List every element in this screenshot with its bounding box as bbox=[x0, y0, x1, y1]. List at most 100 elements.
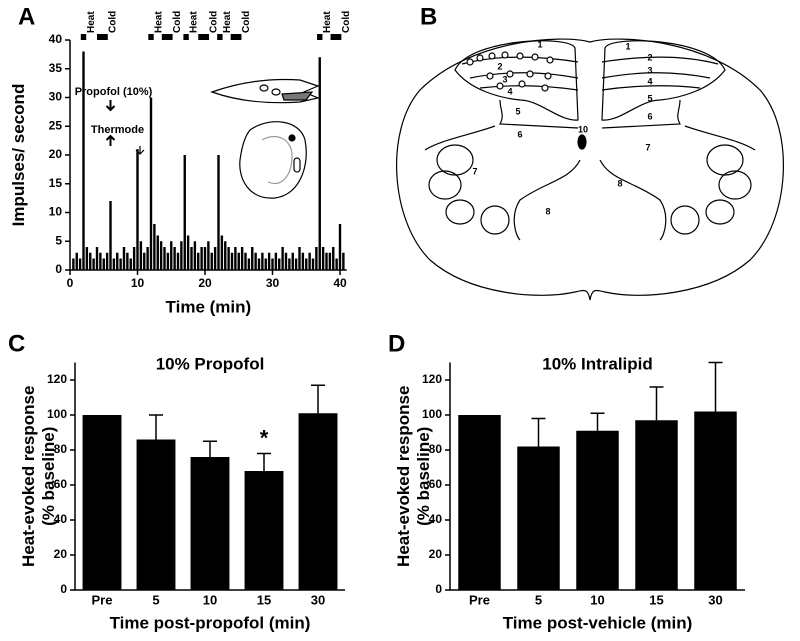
spike-bar bbox=[240, 247, 244, 270]
spike-bar bbox=[301, 252, 305, 270]
bar bbox=[298, 413, 338, 590]
spike-bar bbox=[224, 241, 227, 270]
spike-bar bbox=[298, 247, 301, 270]
y-axis-label: Heat-evoked response(% baseline) bbox=[19, 386, 58, 567]
lamina-label: 6 bbox=[647, 111, 652, 121]
lamina-label: 3 bbox=[647, 65, 652, 75]
spike-bar bbox=[321, 247, 325, 270]
x-tick-label: 40 bbox=[333, 276, 347, 290]
stimulus-bar bbox=[317, 34, 323, 40]
arrow bbox=[105, 100, 116, 112]
x-tick-label: 10 bbox=[203, 592, 217, 607]
stimulus-bar bbox=[97, 34, 108, 40]
lamina-label: 1 bbox=[625, 41, 630, 51]
spike-bar bbox=[200, 247, 203, 270]
spike-bar bbox=[210, 252, 213, 270]
spike-bar bbox=[261, 252, 264, 270]
spike-bar bbox=[338, 224, 342, 270]
spike-bar bbox=[183, 155, 186, 270]
x-tick-label: 5 bbox=[535, 592, 542, 607]
spike-bar bbox=[247, 258, 251, 270]
spike-bar bbox=[75, 252, 78, 270]
stimulus-label: Heat bbox=[222, 11, 233, 33]
y-tick-label: 60 bbox=[429, 477, 443, 491]
spike-bar bbox=[274, 252, 278, 270]
y-tick-label: 25 bbox=[49, 118, 63, 132]
y-tick-label: 80 bbox=[54, 442, 68, 456]
stimulus-label: Cold bbox=[341, 11, 352, 33]
stimulus-label: Cold bbox=[107, 11, 118, 33]
stimulus-label: Heat bbox=[153, 11, 164, 33]
y-axis-label: Heat-evoked response(% baseline) bbox=[394, 386, 433, 567]
spike-bar bbox=[328, 252, 332, 270]
y-tick-label: 60 bbox=[54, 477, 68, 491]
spike-bar bbox=[325, 252, 328, 270]
bar bbox=[576, 430, 619, 590]
error-bar bbox=[531, 417, 546, 447]
stimulus-bar bbox=[330, 34, 342, 40]
spike-bar bbox=[176, 252, 180, 270]
y-tick-label: 40 bbox=[49, 32, 63, 46]
bar bbox=[694, 411, 737, 590]
spike-bar bbox=[217, 155, 220, 270]
spike-bar bbox=[244, 252, 247, 270]
spike-bar bbox=[207, 241, 210, 270]
spike-bar bbox=[251, 247, 254, 270]
spike-bar bbox=[227, 247, 230, 270]
y-tick-label: 0 bbox=[435, 582, 442, 596]
spike-bar bbox=[105, 252, 109, 270]
x-tick-label: 5 bbox=[152, 592, 159, 607]
x-tick-label: 10 bbox=[590, 592, 604, 607]
spike-bar bbox=[335, 258, 338, 270]
spike-bar bbox=[180, 241, 183, 270]
spike-bar bbox=[166, 252, 170, 270]
x-tick-label: 15 bbox=[649, 592, 663, 607]
lamina-label: 4 bbox=[507, 86, 512, 96]
spike-bar bbox=[267, 252, 271, 270]
y-tick-label: 0 bbox=[60, 582, 67, 596]
x-tick-label: 0 bbox=[67, 276, 74, 290]
spike-bar bbox=[170, 241, 173, 270]
spike-bar bbox=[318, 57, 321, 270]
spike-bar bbox=[149, 97, 153, 270]
y-tick-label: 40 bbox=[54, 512, 68, 526]
y-tick-label: 40 bbox=[429, 512, 443, 526]
y-tick-label: 10 bbox=[49, 205, 63, 219]
y-tick-label: 35 bbox=[49, 61, 63, 75]
spike-bar bbox=[129, 258, 132, 270]
chart-title: 10% Propofol bbox=[156, 354, 265, 373]
lamina-label: 7 bbox=[645, 142, 650, 152]
x-tick-label: 10 bbox=[131, 276, 145, 290]
spike-bar bbox=[95, 247, 99, 270]
lamina-label: 4 bbox=[647, 76, 652, 86]
x-tick-label: 30 bbox=[266, 276, 280, 290]
spike-bar bbox=[146, 247, 149, 270]
spike-bar bbox=[122, 247, 126, 270]
error-bar bbox=[203, 440, 217, 457]
spike-bar bbox=[78, 258, 82, 270]
spike-bar bbox=[291, 252, 294, 270]
spike-bar bbox=[311, 258, 315, 270]
spike-bar bbox=[173, 247, 176, 270]
spike-bar bbox=[92, 258, 95, 270]
spike-bar bbox=[278, 258, 281, 270]
spike-bar bbox=[315, 247, 318, 270]
x-tick-label: Pre bbox=[469, 592, 490, 607]
y-tick-label: 100 bbox=[422, 407, 442, 421]
spike-bar bbox=[163, 247, 166, 270]
error-bar bbox=[590, 412, 605, 431]
spinal-cord-diagram bbox=[396, 38, 784, 301]
lamina-label: 5 bbox=[515, 106, 520, 116]
lamina-label: 2 bbox=[647, 52, 652, 62]
lamina-label: 1 bbox=[537, 39, 542, 49]
arrow bbox=[105, 134, 116, 146]
spike-bar bbox=[197, 252, 200, 270]
stimulus-bar bbox=[148, 34, 154, 40]
stimulus-bar bbox=[183, 34, 189, 40]
spike-bar bbox=[112, 258, 116, 270]
y-tick-label: 30 bbox=[49, 90, 63, 104]
stimulus-bar bbox=[198, 34, 210, 40]
x-tick-label: Pre bbox=[92, 592, 113, 607]
spike-bar bbox=[102, 258, 105, 270]
y-tick-label: 80 bbox=[429, 442, 443, 456]
